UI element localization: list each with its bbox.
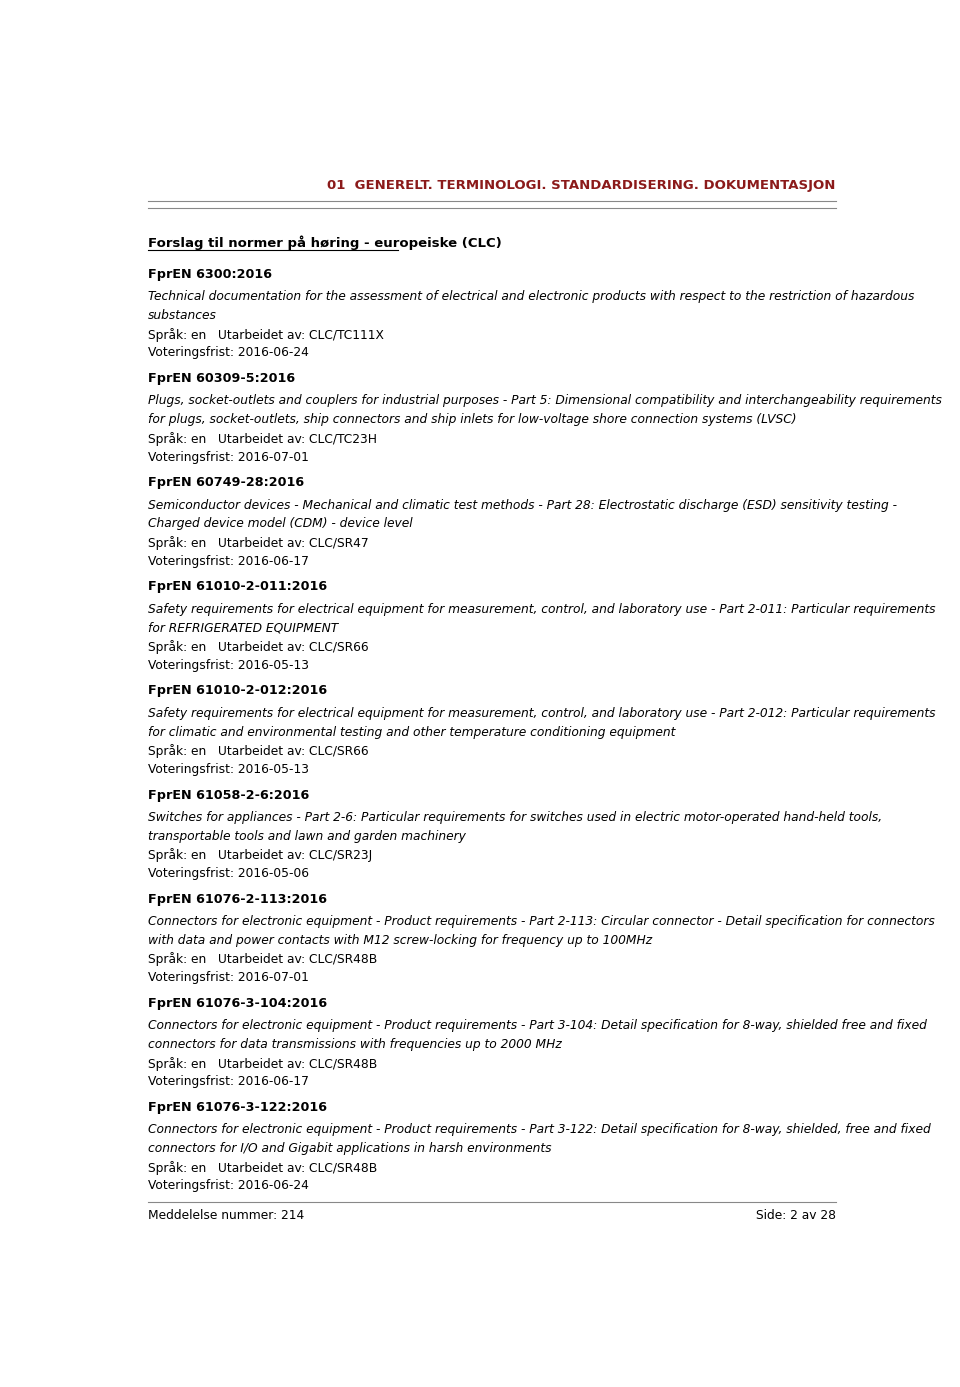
Text: FprEN 6300:2016: FprEN 6300:2016 xyxy=(148,268,273,282)
Text: FprEN 61076-2-113:2016: FprEN 61076-2-113:2016 xyxy=(148,893,327,906)
Text: Språk: en   Utarbeidet av: CLC/SR48B: Språk: en Utarbeidet av: CLC/SR48B xyxy=(148,1161,377,1175)
Text: with data and power contacts with M12 screw-locking for frequency up to 100MHz: with data and power contacts with M12 sc… xyxy=(148,933,653,947)
Text: Voteringsfrist: 2016-06-24: Voteringsfrist: 2016-06-24 xyxy=(148,1179,309,1193)
Text: Språk: en   Utarbeidet av: CLC/SR48B: Språk: en Utarbeidet av: CLC/SR48B xyxy=(148,1057,377,1071)
Text: Connectors for electronic equipment - Product requirements - Part 3-122: Detail : Connectors for electronic equipment - Pr… xyxy=(148,1123,931,1136)
Text: Safety requirements for electrical equipment for measurement, control, and labor: Safety requirements for electrical equip… xyxy=(148,603,936,616)
Text: connectors for data transmissions with frequencies up to 2000 MHz: connectors for data transmissions with f… xyxy=(148,1037,562,1051)
Text: Språk: en   Utarbeidet av: CLC/TC111X: Språk: en Utarbeidet av: CLC/TC111X xyxy=(148,327,384,341)
Text: FprEN 61076-3-122:2016: FprEN 61076-3-122:2016 xyxy=(148,1101,327,1114)
Text: Språk: en   Utarbeidet av: CLC/TC23H: Språk: en Utarbeidet av: CLC/TC23H xyxy=(148,431,377,445)
Text: Voteringsfrist: 2016-05-13: Voteringsfrist: 2016-05-13 xyxy=(148,659,309,671)
Text: Meddelelse nummer: 214: Meddelelse nummer: 214 xyxy=(148,1209,304,1222)
Text: Språk: en   Utarbeidet av: CLC/SR48B: Språk: en Utarbeidet av: CLC/SR48B xyxy=(148,953,377,967)
Text: Språk: en   Utarbeidet av: CLC/SR66: Språk: en Utarbeidet av: CLC/SR66 xyxy=(148,639,369,655)
Text: Semiconductor devices - Mechanical and climatic test methods - Part 28: Electros: Semiconductor devices - Mechanical and c… xyxy=(148,498,898,512)
Text: FprEN 61076-3-104:2016: FprEN 61076-3-104:2016 xyxy=(148,997,327,1010)
Text: Forslag til normer på høring - europeiske (CLC): Forslag til normer på høring - europeisk… xyxy=(148,236,502,251)
Text: Voteringsfrist: 2016-06-17: Voteringsfrist: 2016-06-17 xyxy=(148,1075,309,1089)
Text: Side: 2 av 28: Side: 2 av 28 xyxy=(756,1209,836,1222)
Text: Voteringsfrist: 2016-05-13: Voteringsfrist: 2016-05-13 xyxy=(148,763,309,775)
Text: Voteringsfrist: 2016-05-06: Voteringsfrist: 2016-05-06 xyxy=(148,867,309,879)
Text: for climatic and environmental testing and other temperature conditioning equipm: for climatic and environmental testing a… xyxy=(148,725,676,738)
Text: substances: substances xyxy=(148,309,217,322)
Text: Connectors for electronic equipment - Product requirements - Part 3-104: Detail : Connectors for electronic equipment - Pr… xyxy=(148,1019,927,1032)
Text: FprEN 61010-2-012:2016: FprEN 61010-2-012:2016 xyxy=(148,684,327,698)
Text: Plugs, socket-outlets and couplers for industrial purposes - Part 5: Dimensional: Plugs, socket-outlets and couplers for i… xyxy=(148,394,942,408)
Text: FprEN 61058-2-6:2016: FprEN 61058-2-6:2016 xyxy=(148,789,309,802)
Text: Språk: en   Utarbeidet av: CLC/SR66: Språk: en Utarbeidet av: CLC/SR66 xyxy=(148,745,369,759)
Text: Connectors for electronic equipment - Product requirements - Part 2-113: Circula: Connectors for electronic equipment - Pr… xyxy=(148,915,935,928)
Text: connectors for I/O and Gigabit applications in harsh environments: connectors for I/O and Gigabit applicati… xyxy=(148,1142,552,1155)
Text: Voteringsfrist: 2016-07-01: Voteringsfrist: 2016-07-01 xyxy=(148,971,309,985)
Text: transportable tools and lawn and garden machinery: transportable tools and lawn and garden … xyxy=(148,829,467,843)
Text: 01  GENERELT. TERMINOLOGI. STANDARDISERING. DOKUMENTASJON: 01 GENERELT. TERMINOLOGI. STANDARDISERIN… xyxy=(327,179,836,191)
Text: Voteringsfrist: 2016-06-24: Voteringsfrist: 2016-06-24 xyxy=(148,347,309,359)
Text: Charged device model (CDM) - device level: Charged device model (CDM) - device leve… xyxy=(148,517,413,530)
Text: Språk: en   Utarbeidet av: CLC/SR23J: Språk: en Utarbeidet av: CLC/SR23J xyxy=(148,849,372,863)
Text: Technical documentation for the assessment of electrical and electronic products: Technical documentation for the assessme… xyxy=(148,290,915,304)
Text: Safety requirements for electrical equipment for measurement, control, and labor: Safety requirements for electrical equip… xyxy=(148,707,936,720)
Text: for REFRIGERATED EQUIPMENT: for REFRIGERATED EQUIPMENT xyxy=(148,621,339,634)
Text: Switches for appliances - Part 2-6: Particular requirements for switches used in: Switches for appliances - Part 2-6: Part… xyxy=(148,811,882,824)
Text: Voteringsfrist: 2016-07-01: Voteringsfrist: 2016-07-01 xyxy=(148,451,309,463)
Text: FprEN 60309-5:2016: FprEN 60309-5:2016 xyxy=(148,372,296,386)
Text: FprEN 61010-2-011:2016: FprEN 61010-2-011:2016 xyxy=(148,580,327,594)
Text: Språk: en   Utarbeidet av: CLC/SR47: Språk: en Utarbeidet av: CLC/SR47 xyxy=(148,535,369,549)
Text: for plugs, socket-outlets, ship connectors and ship inlets for low-voltage shore: for plugs, socket-outlets, ship connecto… xyxy=(148,413,797,426)
Text: FprEN 60749-28:2016: FprEN 60749-28:2016 xyxy=(148,476,304,490)
Text: Voteringsfrist: 2016-06-17: Voteringsfrist: 2016-06-17 xyxy=(148,555,309,567)
